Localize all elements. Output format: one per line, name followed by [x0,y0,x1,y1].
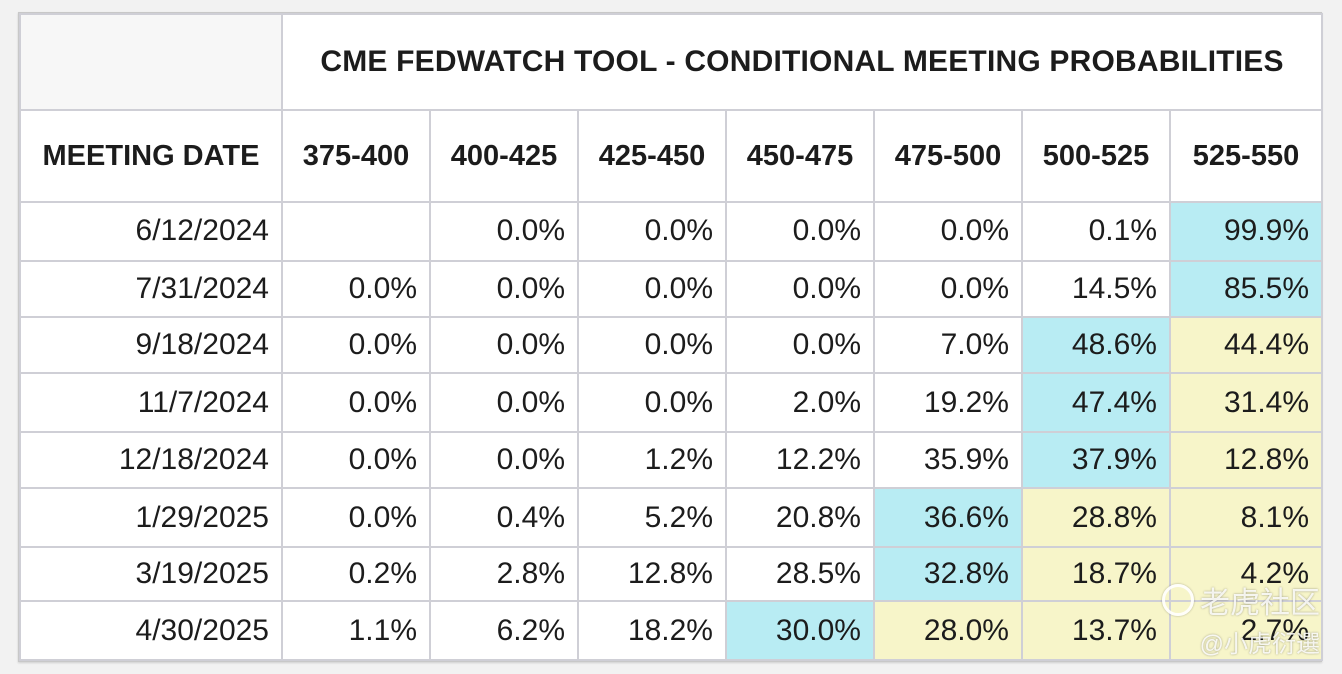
meeting-date-header: MEETING DATE [19,109,283,203]
probability-cell: 0.0% [429,259,579,318]
probability-cell: 0.0% [725,259,875,318]
probability-cell: 0.0% [429,372,579,433]
rate-range-header: 375-400 [281,109,431,203]
probability-cell: 4.2% [1168,545,1324,603]
probability-cell: 0.0% [429,315,579,375]
probability-cell: 35.9% [873,430,1023,490]
meeting-date-cell: 7/31/2024 [19,259,283,318]
probability-cell: 13.7% [1021,600,1171,661]
probability-cell: 5.2% [577,487,727,548]
probability-cell: 0.4% [429,487,579,548]
column-header-row: MEETING DATE 375-400 400-425 425-450 450-47… [19,109,1324,203]
table-row: 9/18/2024 0.0% 0.0% 0.0% 0.0% 7.0% 48.6% 44.4% [19,315,1324,375]
fedwatch-table-container: CME FEDWATCH TOOL - CONDITIONAL MEETING … [18,12,1324,662]
probability-cell: 2.0% [725,372,875,433]
probability-cell: 30.0% [725,600,875,661]
meeting-date-cell: 9/18/2024 [19,315,283,375]
probability-cell: 1.2% [577,430,727,490]
probability-cell: 0.0% [281,487,431,548]
probability-cell: 0.0% [725,315,875,375]
table-corner-cell [19,13,283,111]
probability-cell: 6.2% [429,600,579,661]
probability-cell: 0.0% [873,259,1023,318]
probability-cell [281,201,431,262]
probability-cell: 20.8% [725,487,875,548]
probability-cell: 36.6% [873,487,1023,548]
probability-cell: 0.0% [281,315,431,375]
meeting-date-cell: 6/12/2024 [19,201,283,262]
table-row: 6/12/2024 0.0% 0.0% 0.0% 0.0% 0.1% 99.9% [19,201,1324,262]
probability-cell: 99.9% [1168,201,1324,262]
probability-cell: 8.1% [1168,487,1324,548]
probability-cell: 0.0% [873,201,1023,262]
rate-range-header: 400-425 [429,109,579,203]
probability-cell: 28.5% [725,545,875,603]
meeting-date-cell: 4/30/2025 [19,600,283,661]
probability-cell: 0.1% [1021,201,1171,262]
rate-range-header: 450-475 [725,109,875,203]
rate-range-header: 475-500 [873,109,1023,203]
probability-cell: 47.4% [1021,372,1171,433]
probability-cell: 0.0% [281,430,431,490]
meeting-date-cell: 1/29/2025 [19,487,283,548]
fedwatch-table: CME FEDWATCH TOOL - CONDITIONAL MEETING … [19,13,1324,661]
table-row: 1/29/2025 0.0% 0.4% 5.2% 20.8% 36.6% 28.8% 8.1% [19,487,1324,548]
table-row: 12/18/2024 0.0% 0.0% 1.2% 12.2% 35.9% 37.9% 12.… [19,430,1324,490]
probability-cell: 2.8% [429,545,579,603]
probability-cell: 0.0% [281,259,431,318]
probability-cell: 37.9% [1021,430,1171,490]
table-title: CME FEDWATCH TOOL - CONDITIONAL MEETING … [280,13,1324,111]
probability-cell: 48.6% [1021,315,1171,375]
probability-cell: 12.2% [725,430,875,490]
meeting-date-cell: 12/18/2024 [19,430,283,490]
rate-range-header: 425-450 [577,109,727,203]
rate-range-header: 525-550 [1168,109,1324,203]
rate-range-header: 500-525 [1021,109,1171,203]
probability-cell: 0.0% [429,430,579,490]
table-row: 11/7/2024 0.0% 0.0% 0.0% 2.0% 19.2% 47.4% 31.4% [19,372,1324,433]
probability-cell: 0.0% [577,372,727,433]
probability-cell: 7.0% [873,315,1023,375]
probability-cell: 1.1% [281,600,431,661]
probability-cell: 19.2% [873,372,1023,433]
probability-cell: 2.7% [1168,600,1324,661]
probability-cell: 0.0% [577,315,727,375]
probability-cell: 12.8% [1168,430,1324,490]
probability-cell: 18.7% [1021,545,1171,603]
probability-cell: 0.0% [577,201,727,262]
probability-cell: 12.8% [577,545,727,603]
probability-cell: 28.0% [873,600,1023,661]
meeting-date-cell: 11/7/2024 [19,372,283,433]
probability-cell: 0.2% [281,545,431,603]
probability-cell: 18.2% [577,600,727,661]
probability-cell: 32.8% [873,545,1023,603]
table-row: 3/19/2025 0.2% 2.8% 12.8% 28.5% 32.8% 18.7% 4.2… [19,545,1324,603]
table-row: 4/30/2025 1.1% 6.2% 18.2% 30.0% 28.0% 13.7% 2.7… [19,600,1324,661]
probability-cell: 28.8% [1021,487,1171,548]
probability-cell: 31.4% [1168,372,1324,433]
table-row: 7/31/2024 0.0% 0.0% 0.0% 0.0% 0.0% 14.5% 85.5% [19,259,1324,318]
probability-cell: 0.0% [577,259,727,318]
probability-cell: 85.5% [1168,259,1324,318]
probability-cell: 0.0% [429,201,579,262]
probability-cell: 0.0% [725,201,875,262]
probability-cell: 0.0% [281,372,431,433]
table-body: 6/12/2024 0.0% 0.0% 0.0% 0.0% 0.1% 99.9% 7/31/2… [19,201,1324,661]
probability-cell: 14.5% [1021,259,1171,318]
meeting-date-cell: 3/19/2025 [19,545,283,603]
probability-cell: 44.4% [1168,315,1324,375]
